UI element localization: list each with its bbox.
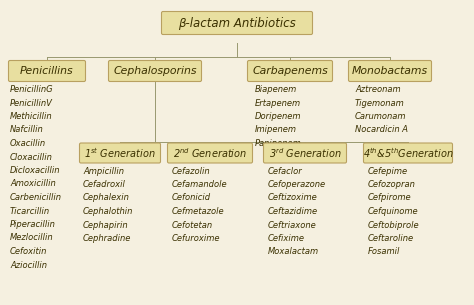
Text: Cephradine: Cephradine — [83, 234, 131, 243]
Text: Cephapirin: Cephapirin — [83, 221, 128, 229]
Text: Doripenem: Doripenem — [255, 112, 301, 121]
Text: Nocardicin A: Nocardicin A — [355, 125, 408, 135]
Text: Carbapenems: Carbapenems — [252, 66, 328, 76]
Text: PenicillinV: PenicillinV — [10, 99, 53, 107]
Text: Cefozopran: Cefozopran — [368, 180, 416, 189]
Text: Ceftaroline: Ceftaroline — [368, 234, 414, 243]
Text: 1$^{st}$ Generation: 1$^{st}$ Generation — [84, 146, 156, 160]
Text: Oxacillin: Oxacillin — [10, 139, 46, 148]
FancyBboxPatch shape — [247, 60, 332, 81]
Text: Aztreonam: Aztreonam — [355, 85, 401, 94]
Text: Cefoxitin: Cefoxitin — [10, 247, 47, 256]
Text: Nafcillin: Nafcillin — [10, 125, 44, 135]
Text: Cefoperazone: Cefoperazone — [268, 180, 326, 189]
Text: Cefixime: Cefixime — [268, 234, 305, 243]
Text: Ticarcillin: Ticarcillin — [10, 206, 50, 216]
Text: 3$^{rd}$ Generation: 3$^{rd}$ Generation — [269, 146, 341, 160]
Text: Ertapenem: Ertapenem — [255, 99, 301, 107]
Text: Dicloxacillin: Dicloxacillin — [10, 166, 61, 175]
Text: Carumonam: Carumonam — [355, 112, 407, 121]
Text: Ceftizoxime: Ceftizoxime — [268, 193, 318, 203]
Text: Ceftazidime: Ceftazidime — [268, 207, 318, 216]
Text: Cephalexin: Cephalexin — [83, 193, 130, 203]
Text: Carbenicillin: Carbenicillin — [10, 193, 62, 202]
Text: Cefpirome: Cefpirome — [368, 193, 411, 203]
FancyBboxPatch shape — [162, 12, 312, 34]
FancyBboxPatch shape — [167, 143, 253, 163]
Text: Aziocillin: Aziocillin — [10, 260, 47, 270]
Text: Cefotetan: Cefotetan — [172, 221, 213, 229]
Text: Panipenem: Panipenem — [255, 139, 302, 148]
Text: Cefadroxil: Cefadroxil — [83, 180, 126, 189]
Text: Cefuroxime: Cefuroxime — [172, 234, 220, 243]
Text: Cefonicid: Cefonicid — [172, 193, 211, 203]
Text: Cephalosporins: Cephalosporins — [113, 66, 197, 76]
Text: Cefquinome: Cefquinome — [368, 207, 419, 216]
Text: Cefepime: Cefepime — [368, 167, 408, 175]
Text: Biapenem: Biapenem — [255, 85, 297, 94]
Text: Amoxicillin: Amoxicillin — [10, 180, 56, 188]
Text: Methicillin: Methicillin — [10, 112, 53, 121]
Text: Tigemonam: Tigemonam — [355, 99, 405, 107]
Text: 2$^{nd}$ Generation: 2$^{nd}$ Generation — [173, 146, 247, 160]
FancyBboxPatch shape — [264, 143, 346, 163]
Text: PenicillinG: PenicillinG — [10, 85, 54, 94]
Text: Ceftriaxone: Ceftriaxone — [268, 221, 317, 229]
FancyBboxPatch shape — [80, 143, 161, 163]
Text: Cephalothin: Cephalothin — [83, 207, 133, 216]
FancyBboxPatch shape — [109, 60, 201, 81]
Text: β-lactam Antibiotics: β-lactam Antibiotics — [178, 16, 296, 30]
Text: Cloxacillin: Cloxacillin — [10, 152, 53, 162]
Text: Cefamandole: Cefamandole — [172, 180, 228, 189]
Text: Monobactams: Monobactams — [352, 66, 428, 76]
Text: Ceftobiprole: Ceftobiprole — [368, 221, 419, 229]
Text: Cefaclor: Cefaclor — [268, 167, 303, 175]
Text: Moxalactam: Moxalactam — [268, 247, 319, 257]
FancyBboxPatch shape — [364, 143, 453, 163]
Text: Penicillins: Penicillins — [20, 66, 74, 76]
Text: 4$^{th}$&5$^{th}$Generation: 4$^{th}$&5$^{th}$Generation — [363, 146, 453, 160]
Text: Cefmetazole: Cefmetazole — [172, 207, 225, 216]
Text: Mezlocillin: Mezlocillin — [10, 234, 54, 242]
Text: Imipenem: Imipenem — [255, 125, 297, 135]
FancyBboxPatch shape — [348, 60, 431, 81]
Text: Ampicillin: Ampicillin — [83, 167, 124, 175]
Text: Cefazolin: Cefazolin — [172, 167, 210, 175]
Text: Piperacillin: Piperacillin — [10, 220, 56, 229]
FancyBboxPatch shape — [9, 60, 85, 81]
Text: Fosamil: Fosamil — [368, 247, 401, 257]
